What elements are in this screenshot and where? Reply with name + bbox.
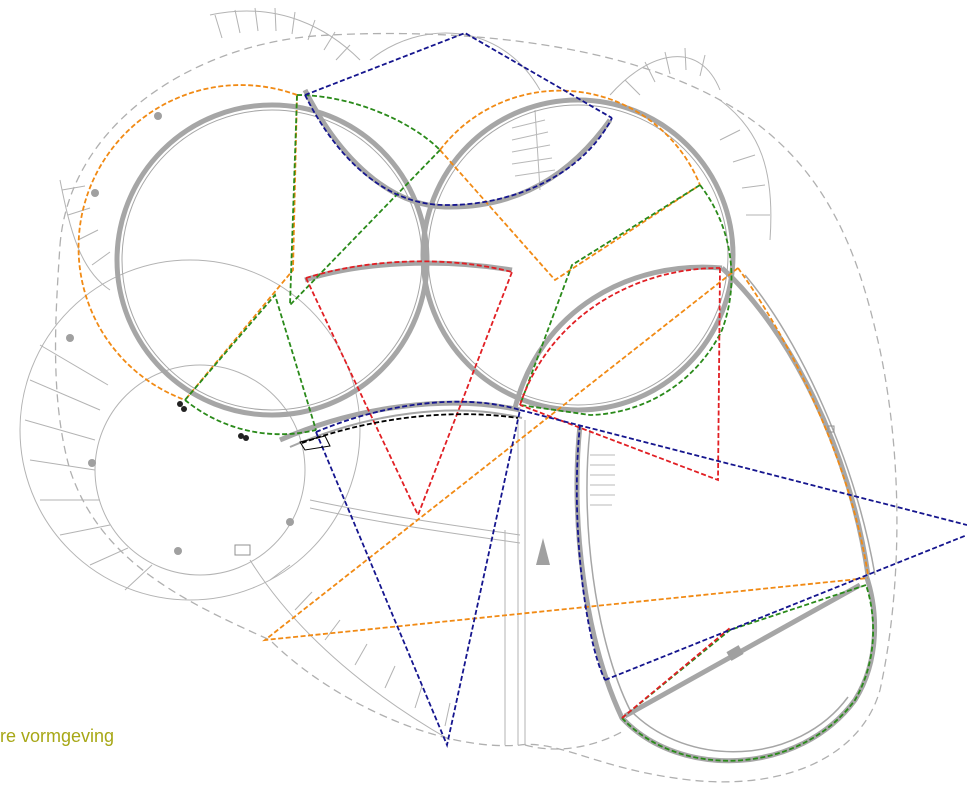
terrain-hatching (59, 7, 772, 741)
north-arrow-icon (536, 538, 550, 565)
outer-boundary (54, 32, 898, 783)
wall-markers (177, 401, 249, 441)
caption-text: re vormgeving (0, 726, 115, 746)
red-layout-lines (305, 260, 731, 719)
left-terrace (19, 112, 361, 601)
black-layout-line (299, 413, 519, 451)
staircase-top (511, 109, 556, 191)
staircase-bottom (590, 454, 615, 506)
navy-layout-lines (304, 32, 967, 748)
